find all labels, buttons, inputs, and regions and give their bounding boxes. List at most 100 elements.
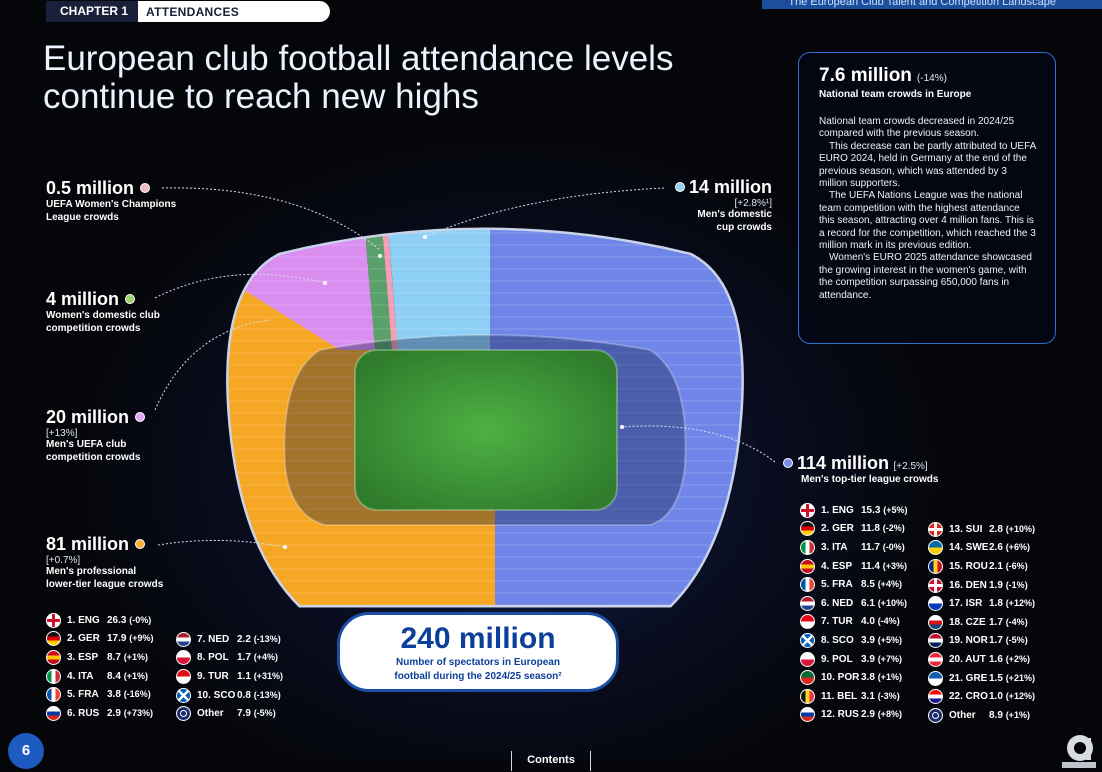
list-item-change: (-4%): [877, 616, 900, 627]
uefa-club-label-line1: Men's UEFA club: [46, 439, 127, 450]
chapter-label: CHAPTER 1: [46, 1, 139, 22]
eng-flag-icon: [800, 502, 815, 518]
cze-flag-icon: [928, 614, 943, 630]
lower-tier-dot-icon: [135, 539, 146, 549]
fra-flag-icon: [46, 687, 61, 703]
list-item-country: 10. SCO: [197, 689, 236, 701]
list-item-value: 8.4 (+1%): [107, 670, 148, 682]
list-item-country: 11. BEL: [821, 690, 858, 702]
sco-flag-icon: [176, 687, 191, 703]
list-item-country: 19. NOR: [949, 635, 988, 647]
list-item-change: (+12%): [1005, 598, 1035, 609]
total-spectators-badge: 240 million Number of spectators in Euro…: [337, 612, 619, 692]
ger-flag-icon: [800, 521, 815, 537]
lower-tier-value: 81 million: [46, 534, 130, 554]
list-item-change: (+2%): [1005, 653, 1030, 664]
domestic-cup-change: [+2.8%¹]: [734, 198, 772, 209]
lower-tier-label-line2: lower-tier league crowds: [46, 578, 164, 590]
aut-flag-icon: [928, 651, 943, 667]
pitch: [354, 349, 618, 511]
uefa-club-dot-icon: [135, 412, 146, 422]
domestic-cup-value: 14 million: [688, 177, 772, 197]
list-item-value: 1.6 (+2%): [989, 653, 1030, 665]
top-tier-change: [+2.5%]: [893, 461, 928, 472]
cro-flag-icon: [928, 689, 943, 705]
list-item: 13. SUI 2.8 (+10%): [928, 520, 1035, 539]
list-item-change: (+7%): [877, 653, 902, 664]
list-item-value: 2.2 (-13%): [237, 633, 281, 645]
list-item-country: 1. ENG: [821, 504, 854, 516]
info-body: National team crowds decreased in 2024/2…: [819, 116, 1037, 302]
callout-domestic-cup: 14 million [+2.8%¹] Men's domestic cup c…: [620, 177, 772, 234]
list-item-change: (+6%): [1005, 542, 1030, 553]
list-item-country: 2. GER: [67, 633, 100, 645]
list-item-country: 7. TUR: [821, 616, 853, 628]
national-team-change: (-14%): [916, 73, 947, 84]
list-item-country: 8. POL: [197, 652, 229, 664]
list-item-country: 12. RUS: [821, 709, 859, 721]
list-item-change: (-6%): [1005, 560, 1028, 571]
page-number: 6: [8, 733, 44, 769]
list-item: 6. NED 6.1 (+10%): [800, 594, 908, 613]
list-item-value: 11.8 (-2%): [861, 523, 905, 535]
list-item-change: (+5%): [883, 504, 908, 515]
lower-tier-label-line1: Men's professional: [46, 566, 137, 577]
callout-uwcl: 0.5 million UEFA Women's Champions Leagu…: [46, 178, 176, 224]
list-item-change: (-1%): [1005, 579, 1028, 590]
list-item-change: (+4%): [253, 652, 278, 663]
women-domestic-value: 4 million: [46, 289, 120, 309]
list-item: 1. ENG 15.3 (+5%): [800, 501, 908, 520]
list-item-value: 2.8 (+10%): [989, 523, 1035, 535]
gre-flag-icon: [928, 670, 943, 686]
uwcl-label-line1: UEFA Women's Champions: [46, 199, 177, 210]
chapter-breadcrumb[interactable]: CHAPTER 1 ATTENDANCES: [46, 1, 330, 22]
callout-uefa-club: 20 million [+13%] Men's UEFA club compet…: [46, 407, 146, 464]
list-item-country: 7. NED: [197, 633, 230, 645]
list-item-change: (+3%): [882, 560, 907, 571]
top-tier-value: 114 million: [797, 453, 890, 473]
tur-flag-icon: [176, 668, 191, 684]
list-item-change: (-13%): [253, 689, 281, 700]
list-item-country: 17. ISR: [949, 598, 983, 610]
list-item-value: 4.0 (-4%): [861, 616, 900, 628]
uefa-flag-icon: [928, 707, 943, 723]
list-item-country: 1. ENG: [67, 614, 100, 626]
list-item-country: 8. SCO: [821, 634, 854, 646]
list-item-country: 16. DEN: [949, 579, 987, 591]
list-item-change: (+1%): [123, 651, 148, 662]
esp-flag-icon: [46, 649, 61, 665]
info-paragraph: This decrease can be partly attributed t…: [819, 140, 1036, 190]
list-item-change: (+12%): [1005, 691, 1035, 702]
esp-flag-icon: [800, 558, 815, 574]
list-item-value: 1.1 (+31%): [237, 670, 283, 682]
list-item-country: 5. FRA: [821, 579, 853, 591]
ger-flag-icon: [46, 631, 61, 647]
list-item-change: (-5%): [253, 708, 276, 719]
list-item: 8. SCO 3.9 (+5%): [800, 631, 908, 650]
list-item-change: (+9%): [129, 633, 154, 644]
list-item: 19. NOR 1.7 (-5%): [928, 632, 1035, 651]
list-item-change: (+1%): [1005, 709, 1030, 720]
list-item: 12. RUS 2.9 (+8%): [800, 706, 908, 725]
contents-link[interactable]: Contents: [511, 751, 591, 771]
list-item-change: (+31%): [253, 670, 283, 681]
list-item-country: 9. POL: [821, 653, 853, 665]
list-item: 17. ISR 1.8 (+12%): [928, 594, 1035, 613]
list-item-value: 1.7 (+4%): [237, 652, 278, 664]
list-item-change: (-4%): [1005, 616, 1028, 627]
list-item-change: (-2%): [882, 523, 905, 534]
fra-flag-icon: [800, 577, 815, 593]
callout-women-domestic: 4 million Women's domestic club competit…: [46, 289, 160, 335]
domestic-cup-label-line2: cup crowds: [716, 221, 772, 233]
uefa-flag-icon: [176, 706, 191, 722]
domestic-cup-dot-icon: [674, 182, 685, 192]
list-item-country: 6. RUS: [67, 707, 100, 719]
list-item: 3. ESP 8.7 (+1%): [46, 648, 154, 667]
uefa-club-value: 20 million: [46, 407, 130, 427]
list-item: 6. RUS 2.9 (+73%): [46, 704, 154, 723]
por-flag-icon: [800, 670, 815, 686]
ita-flag-icon: [800, 539, 815, 555]
info-paragraph: The UEFA Nations League was the national…: [819, 190, 1036, 252]
list-item: 11. BEL 3.1 (-3%): [800, 687, 908, 706]
list-item-country: 13. SUI: [949, 523, 983, 535]
